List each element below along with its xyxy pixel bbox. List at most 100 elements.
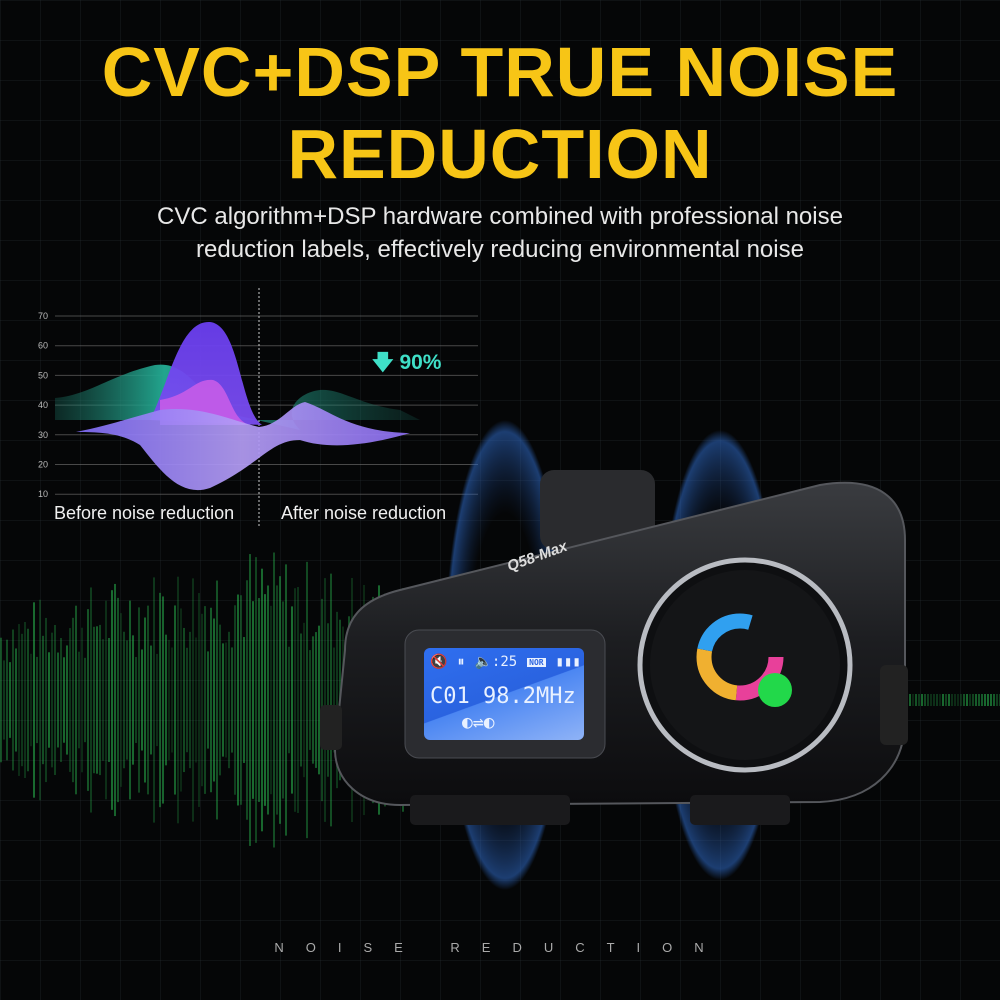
y-tick-label: 40 — [38, 400, 48, 410]
y-tick-label: 70 — [38, 311, 48, 321]
logo-icon-arc — [696, 613, 784, 701]
waveform-bar — [36, 656, 38, 744]
waveform-bar — [120, 613, 122, 787]
waveform-bar — [981, 694, 983, 706]
waveform-bar — [948, 694, 950, 706]
waveform-bar — [324, 578, 326, 822]
side-button[interactable] — [320, 705, 342, 750]
waveform-bar — [258, 598, 260, 802]
waveform-bar — [42, 635, 44, 765]
after-label: After noise reduction — [281, 503, 447, 523]
waveform-bar — [117, 597, 119, 803]
waveform-bar — [969, 694, 971, 706]
bottom-foot-left — [410, 795, 570, 825]
waveform-bar — [12, 629, 14, 771]
helmet-icon-2: ◐ — [483, 712, 495, 733]
waveform-bar — [309, 650, 311, 750]
waveform-bar — [153, 577, 155, 823]
waveform-bar — [186, 647, 188, 753]
reduction-value: 🡇 90% — [372, 348, 441, 383]
waveform-bar — [288, 646, 290, 754]
waveform-bar — [213, 618, 215, 782]
waveform-bar — [6, 639, 8, 761]
link-icon: ⇌ — [472, 712, 484, 733]
waveform-bar — [108, 637, 110, 763]
waveform-bar — [159, 592, 161, 808]
mute-icon: 🔇 — [430, 654, 448, 670]
waveform-bar — [228, 631, 230, 769]
waveform-bar — [267, 585, 269, 815]
waveform-bar — [942, 694, 944, 706]
subtitle: CVC algorithm+DSP hardware combined with… — [0, 200, 1000, 266]
waveform-bar — [222, 643, 224, 757]
waveform-bar — [174, 605, 176, 795]
waveform-bar — [255, 557, 257, 843]
logo-icon-arc-2 — [696, 613, 784, 701]
waveform-bar — [192, 578, 194, 822]
waveform-bar — [21, 633, 23, 767]
waveform-bar — [939, 694, 941, 706]
volume-value: 25 — [500, 654, 518, 670]
waveform-bar — [132, 635, 134, 765]
waveform-bar — [60, 638, 62, 762]
waveform-bar — [183, 627, 185, 773]
waveform-bar — [918, 694, 920, 706]
waveform-bar — [114, 583, 116, 817]
waveform-bar — [189, 631, 191, 769]
waveform-bar — [930, 694, 932, 706]
waveform-bar — [912, 694, 914, 706]
headline-line-2: REDUCTION — [287, 115, 713, 193]
headline-line-1: CVC+DSP TRUE NOISE — [101, 33, 899, 111]
waveform-bar — [168, 639, 170, 761]
footer-caption: NOISE REDUCTION — [274, 940, 726, 955]
waveform-bar — [921, 694, 923, 706]
logo-icon — [696, 613, 784, 701]
waveform-bar — [207, 651, 209, 749]
waveform-bar — [987, 694, 989, 706]
waveform-bar — [15, 648, 17, 752]
y-tick-label: 20 — [38, 460, 48, 470]
waveform-bar — [936, 694, 938, 706]
waveform-bar — [72, 617, 74, 783]
waveform-bar — [126, 640, 128, 760]
waveform-bar — [237, 594, 239, 806]
waveform-bar — [297, 587, 299, 813]
subtitle-line-1: CVC algorithm+DSP hardware combined with… — [157, 203, 843, 230]
pause-icon: ⏸ — [457, 654, 465, 670]
waveform-bar — [147, 605, 149, 795]
waveform-bar — [231, 647, 233, 753]
waveform-bar — [216, 580, 218, 820]
waveform-bar — [39, 599, 41, 801]
waveform-bar — [219, 624, 221, 776]
waveform-bar — [90, 587, 92, 813]
waveform-bar — [144, 617, 146, 783]
battery-icon: ▮▮▮ — [555, 654, 581, 670]
bottom-foot-right — [690, 795, 790, 825]
waveform-bar — [285, 564, 287, 836]
waveform-bar — [96, 626, 98, 774]
waveform-bar — [24, 621, 26, 779]
helmet-icon: ◐ — [462, 712, 473, 733]
waveform-bar — [51, 632, 53, 768]
waveform-bar — [282, 601, 284, 799]
waveform-bar — [135, 657, 137, 743]
waveform-bar — [933, 694, 935, 706]
waveform-bar — [960, 694, 962, 706]
waveform-bar — [111, 590, 113, 810]
waveform-bar — [243, 637, 245, 763]
filtered-noise-area — [76, 402, 410, 491]
waveform-bar — [978, 694, 980, 706]
y-tick-label: 60 — [38, 341, 48, 351]
waveform-bar — [252, 601, 254, 799]
waveform-bar — [957, 694, 959, 706]
waveform-bar — [270, 605, 272, 795]
waveform-bar — [99, 624, 101, 776]
waveform-bar — [945, 694, 947, 706]
waveform-bar — [249, 554, 251, 846]
waveform-bar — [225, 642, 227, 758]
side-button-right[interactable] — [880, 665, 908, 745]
main-button[interactable] — [650, 570, 840, 760]
waveform-bar — [234, 605, 236, 795]
